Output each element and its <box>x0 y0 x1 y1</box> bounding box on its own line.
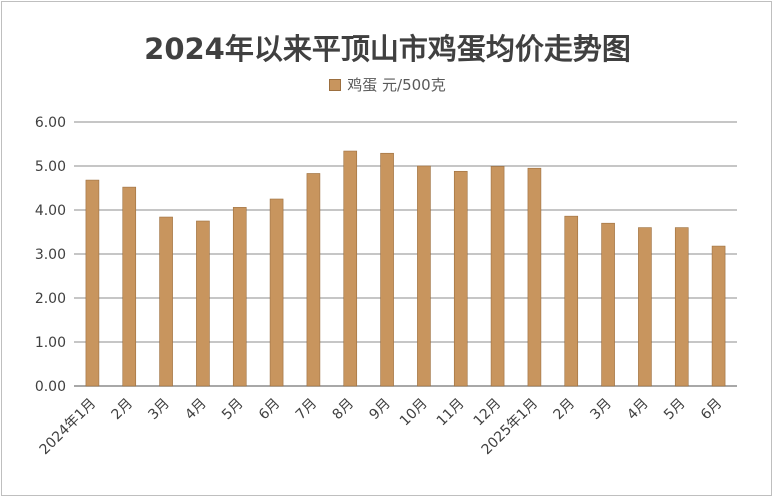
bar <box>527 167 542 387</box>
bar <box>601 222 615 387</box>
bar <box>122 186 137 387</box>
x-tick-label: 3月 <box>145 396 173 424</box>
legend-swatch <box>329 79 342 91</box>
bar <box>711 245 726 387</box>
x-tick-label: 3月 <box>587 396 615 424</box>
x-tick-label: 2024年1月 <box>37 396 100 459</box>
x-tick-label: 2月 <box>551 396 579 424</box>
bar <box>306 173 321 387</box>
y-tick-label: 2.00 <box>35 291 66 307</box>
x-tick-label: 4月 <box>624 396 652 424</box>
bar <box>269 198 284 387</box>
bar <box>417 165 431 387</box>
x-tick-label: 8月 <box>330 396 358 424</box>
gridlines <box>74 121 737 387</box>
bar <box>196 220 210 387</box>
bar <box>564 215 579 387</box>
x-tick-label: 5月 <box>661 396 689 424</box>
y-tick-label: 3.00 <box>35 247 66 263</box>
legend: 鸡蛋 元/500克 <box>0 74 775 95</box>
y-tick-label: 4.00 <box>35 203 66 219</box>
x-tick-label: 4月 <box>182 396 210 424</box>
y-tick-label: 6.00 <box>35 115 66 131</box>
chart-title: 2024年以来平顶山市鸡蛋均价走势图 <box>144 32 631 66</box>
bar <box>674 227 689 387</box>
legend-label: 鸡蛋 元/500克 <box>347 76 446 94</box>
x-tick-label: 6月 <box>256 396 284 424</box>
bar <box>232 207 247 387</box>
x-tick-label: 6月 <box>698 396 726 424</box>
y-tick-label: 5.00 <box>35 159 66 175</box>
bar <box>490 166 505 387</box>
x-tick-label: 9月 <box>366 396 394 424</box>
bar <box>85 179 100 387</box>
x-tick-label: 2月 <box>109 396 137 424</box>
bar <box>343 150 358 387</box>
bar <box>453 170 468 387</box>
bar <box>638 227 652 387</box>
x-tick-label: 7月 <box>293 396 321 424</box>
x-tick-label: 5月 <box>219 396 247 424</box>
y-axis-ticks: 0.00 1.00 2.00 3.00 4.00 5.00 6.00 <box>35 115 66 395</box>
x-tick-label: 11月 <box>434 396 468 430</box>
x-tick-label: 12月 <box>471 396 505 430</box>
y-tick-label: 1.00 <box>35 335 66 351</box>
bar <box>159 216 173 387</box>
x-tick-label: 10月 <box>397 396 431 430</box>
bars <box>85 150 726 387</box>
y-tick-label: 0.00 <box>35 379 66 395</box>
bar <box>380 152 394 387</box>
